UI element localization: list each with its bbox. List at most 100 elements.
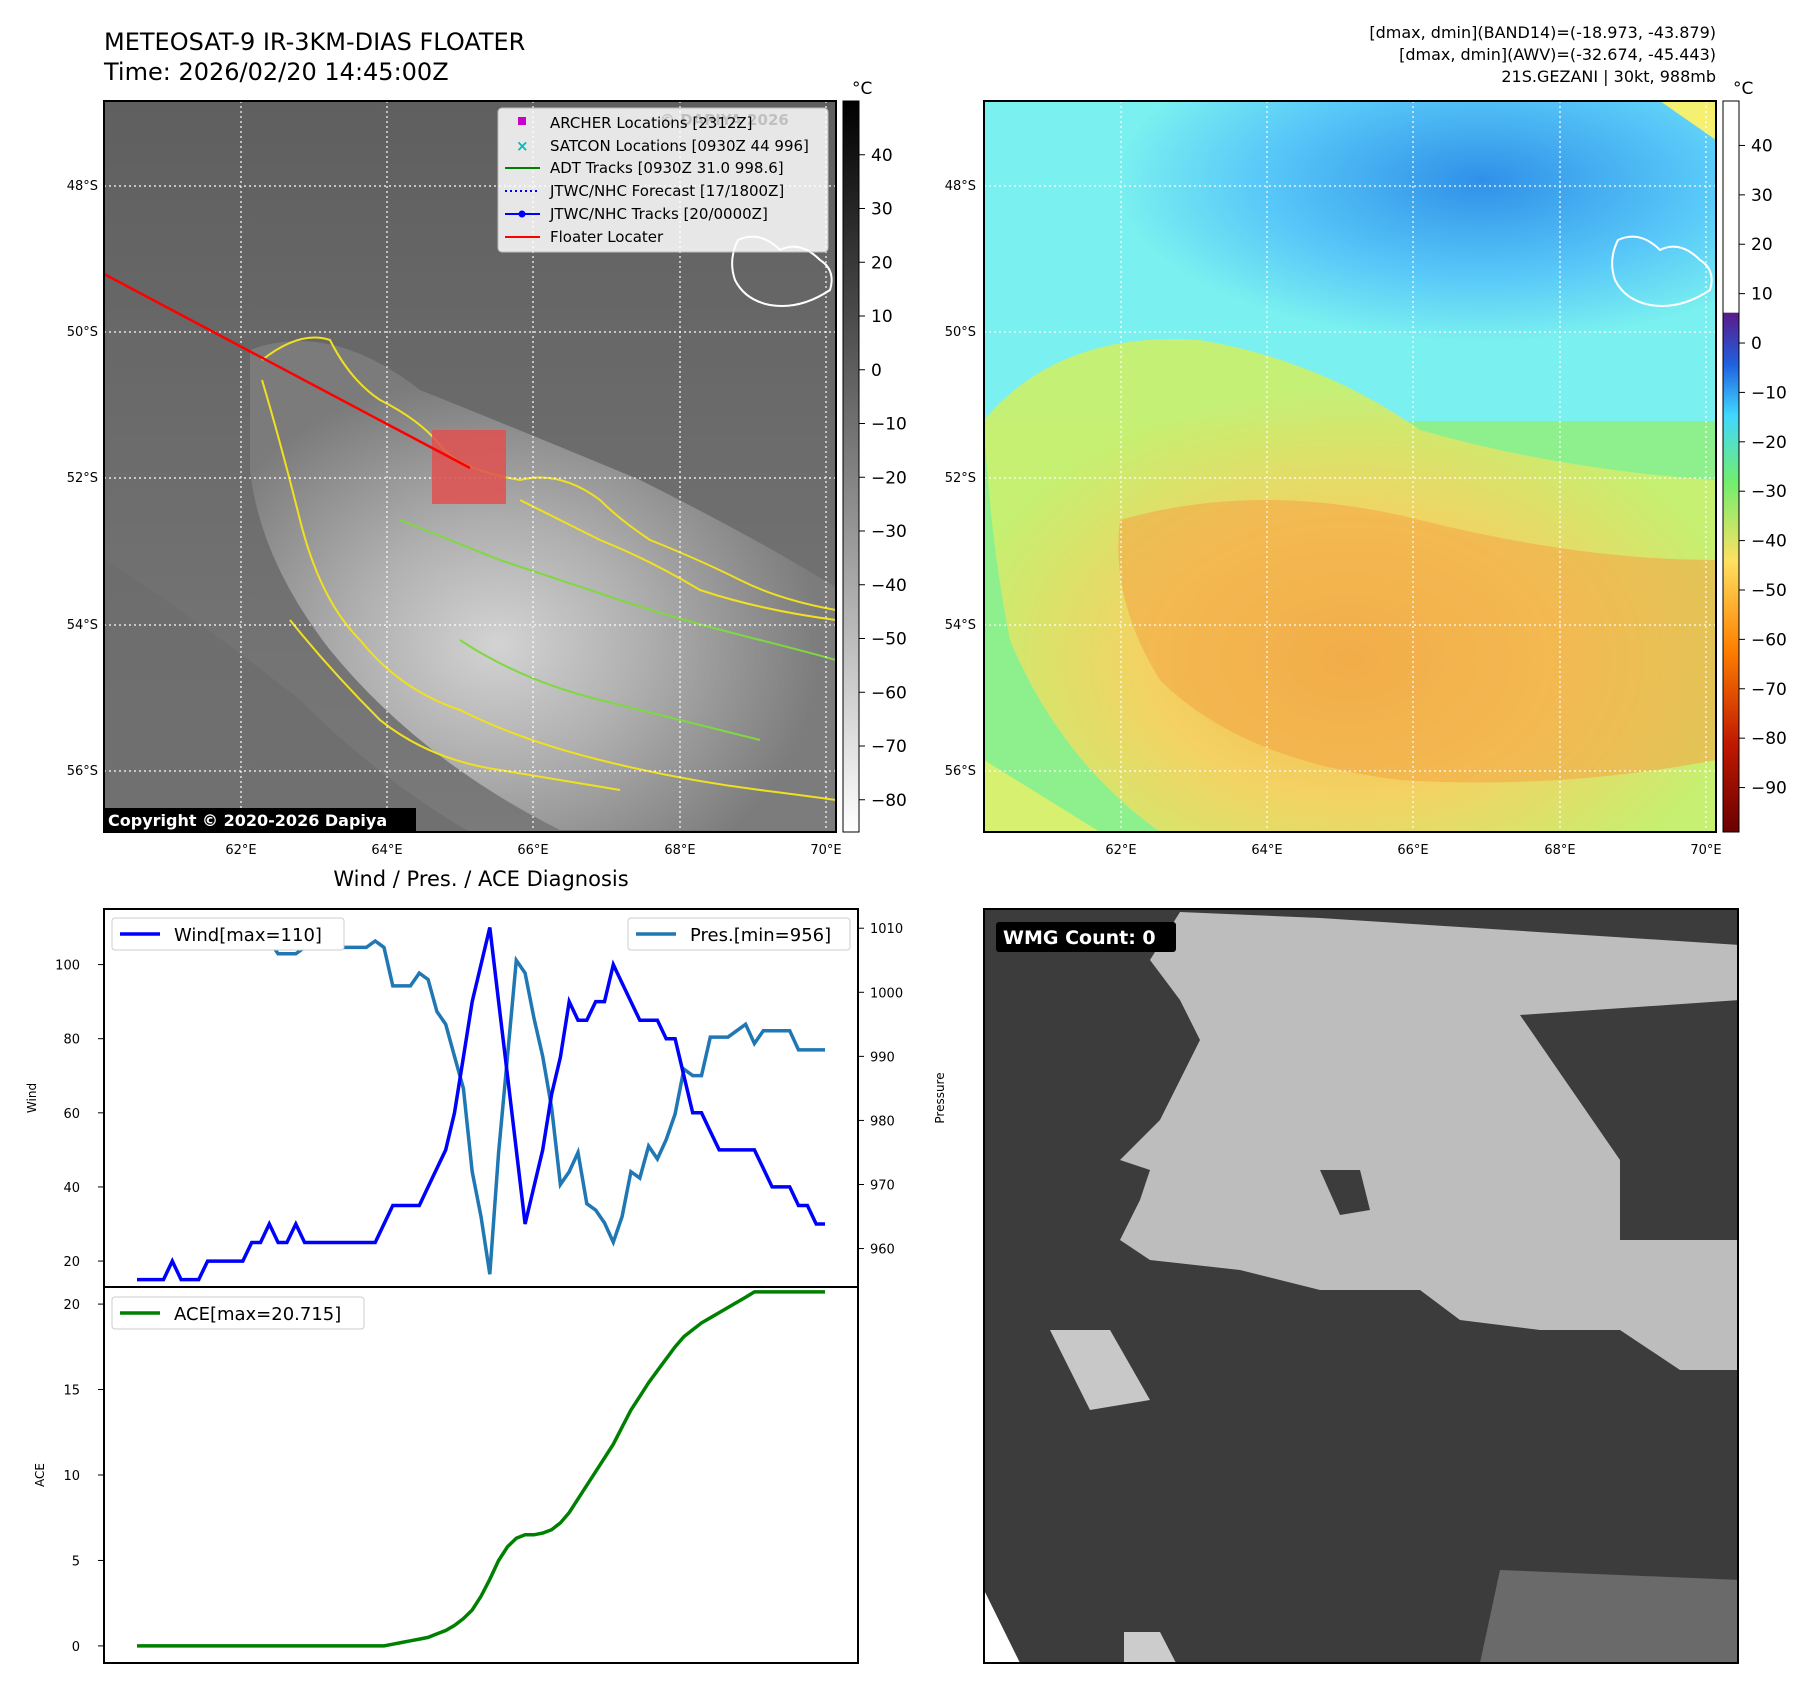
wv-coastline [1611,235,1713,307]
wind-axis-label: Wind [25,1083,39,1113]
wind-ytick-label: 60 [63,1107,80,1122]
wind-ytick-label: 20 [63,1255,80,1270]
wv-colorbar-tick-label: 10 [1751,285,1773,305]
ir-legend: © DAPIYA 2026 ARCHER Locations [2312Z] ×… [497,107,829,253]
info-awv: [dmax, dmin](AWV)=(-32.674, -45.443) [1399,45,1716,64]
wv-lon-label: 66°E [1397,843,1428,858]
wv-lat-label: 48°S [945,179,976,194]
wv-map-panel: 48°S 50°S 52°S 54°S 56°S 62°E 64°E 66°E … [945,100,1722,858]
pressure-ytick-label: 980 [870,1114,895,1129]
wv-corner [984,760,1100,832]
wv-colorbar-tick-label: −20 [1751,433,1787,453]
watermark-text: © DAPIYA 2026 [660,111,789,129]
ir-colorbar-tick-label: −10 [871,415,907,435]
wv-corner-ne [1660,101,1716,140]
ir-contour-green-1 [399,519,836,661]
ace-frame [103,1286,859,1664]
wmg-cloud-region [1120,912,1738,1370]
wmg-gray-patch [1480,1570,1738,1663]
ir-lon-label: 68°E [664,843,695,858]
pressure-legend: Pres.[min=956] [627,917,851,951]
wmg-hole [1320,1170,1370,1215]
ace-ytick-label: 10 [63,1469,80,1484]
ir-colorbar-tick-label: 40 [871,146,893,166]
wind-ytick-label: 40 [63,1181,80,1196]
pressure-ytick-label: 1010 [870,922,903,937]
ace-legend-label: ACE[max=20.715] [174,1304,341,1325]
ir-colorbar-tick-label: −40 [871,576,907,596]
legend-forecast-label: JTWC/NHC Forecast [17/1800Z] [549,182,784,200]
ace-series-line [137,1290,825,1648]
pressure-axis-label: Pressure [933,1072,947,1123]
ir-colorbar-tick-label: −60 [871,683,907,703]
legend-floater-label: Floater Locater [550,228,664,246]
ir-colorbar-tick-label: −20 [871,468,907,488]
title-time: Time: 2026/02/20 14:45:00Z [103,58,449,86]
legend-adt-label: ADT Tracks [0930Z 31.0 998.6] [550,159,784,177]
ir-colorbar-tick-label: −50 [871,630,907,650]
wind-pressure-chart: 20 40 60 80 100 960 970 980 990 1000 1010 Wind Pr… [25,908,947,1288]
ace-axis-label: ACE [33,1463,47,1487]
legend-tracks-dot [518,210,526,218]
wv-colorbar-tick-label: −30 [1751,482,1787,502]
wind-legend-label: Wind[max=110] [174,925,322,946]
title-satellite: METEOSAT-9 IR-3KM-DIAS FLOATER [104,28,525,56]
ir-colorbar: °C 40 30 20 10 0 −10 −20 −30 −40 −50 −60 −70 −80 [842,79,907,833]
ace-ytick-label: 15 [63,1384,80,1399]
legend-archer-label: ARCHER Locations [2312Z] [550,114,753,132]
wmg-frame [983,908,1739,1664]
ir-cloud-shield [250,341,836,830]
ace-chart: 0 5 10 15 20 ACE ACE[max=20.715] [33,1286,859,1664]
ir-lon-label: 66°E [517,843,548,858]
info-storm: 21S.GEZANI | 30kt, 988mb [1501,67,1716,86]
ir-colorbar-unit: °C [852,79,872,99]
ir-contour-green-2 [459,639,761,741]
copyright-badge [104,808,416,832]
floater-locater-line [104,272,471,470]
wv-lat-label: 52°S [945,471,976,486]
wv-colorbar-tick-label: −80 [1751,729,1787,749]
wv-lat-label: 56°S [945,764,976,779]
legend-satcon-marker: × [516,137,529,155]
ir-lat-label: 48°S [67,179,98,194]
wmg-count-text: WMG Count: 0 [1003,927,1156,949]
copyright-text: Copyright © 2020-2026 Dapiya [108,811,387,830]
wmg-panel: WMG Count: 0 [983,908,1739,1664]
pressure-ytick-label: 990 [870,1050,895,1065]
legend-tracks-label: JTWC/NHC Tracks [20/0000Z] [549,205,768,223]
ir-contour-4 [519,499,836,621]
wv-lon-label: 68°E [1544,843,1575,858]
ir-colorbar-tick-label: −80 [871,791,907,811]
legend-satcon-label: SATCON Locations [0930Z 44 996] [550,137,809,155]
ir-lon-label: 64°E [371,843,402,858]
ir-colorbar-tick-label: 30 [871,200,893,220]
diagnosis-title: Wind / Pres. / ACE Diagnosis [333,867,628,891]
wv-colorbar-tick-label: 30 [1751,186,1773,206]
ir-colorbar-tick-label: 0 [871,361,882,381]
wv-colorbar-tick-label: −90 [1751,779,1787,799]
ir-lat-label: 54°S [67,618,98,633]
pressure-legend-label: Pres.[min=956] [690,925,831,946]
wv-colorbar-tick-label: −40 [1751,532,1787,552]
ir-contour-2 [261,379,836,801]
legend-archer-marker [518,117,526,125]
wv-core [1118,500,1716,783]
info-band14: [dmax, dmin](BAND14)=(-18.973, -43.879) [1369,23,1716,42]
ace-ytick-label: 5 [72,1554,80,1569]
ir-colorbar-tick-label: −30 [871,522,907,542]
wv-lon-label: 62°E [1105,843,1136,858]
ir-contour-1 [261,336,836,611]
wmg-small-patch [1124,1632,1176,1663]
wv-colorbar-tick-label: 0 [1751,334,1762,354]
ir-lat-label: 50°S [67,325,98,340]
wind-series-line [137,927,825,1282]
wv-colorbar-tick-label: 20 [1751,235,1773,255]
ir-colorbar-tick-label: 20 [871,253,893,273]
wmg-patch [1050,1330,1150,1410]
wv-colorbar-tick-label: −50 [1751,581,1787,601]
wmg-badge [996,922,1176,952]
wv-colorbar-tick-label: −10 [1751,383,1787,403]
ir-colorbar-tick-label: 10 [871,307,893,327]
wv-gridlines [984,101,1716,832]
